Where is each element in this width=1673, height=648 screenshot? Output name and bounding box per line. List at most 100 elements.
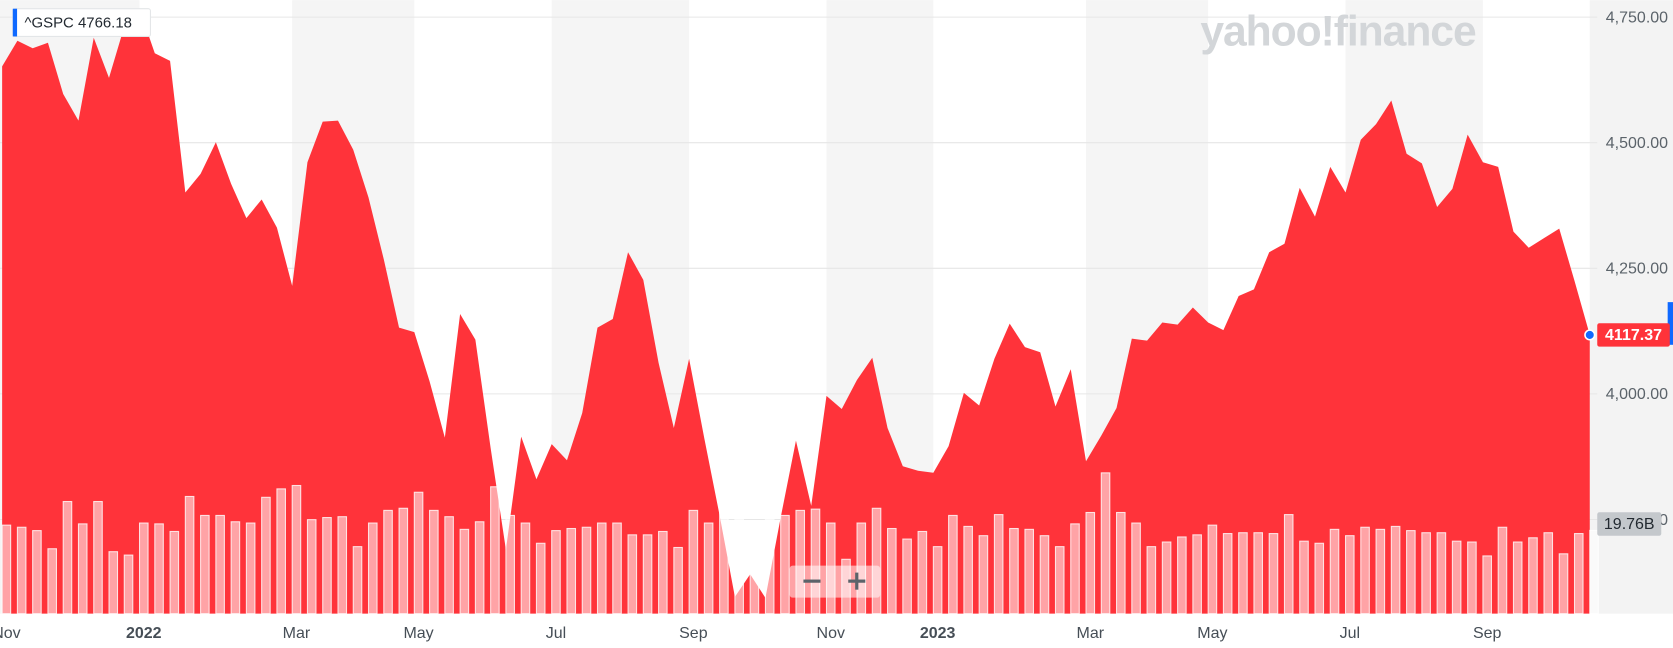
y-tick-label: 4,500.00 bbox=[1606, 135, 1668, 152]
volume-bar bbox=[1131, 522, 1141, 615]
y-tick-label: 4,000.00 bbox=[1606, 386, 1668, 403]
volume-bar bbox=[1451, 540, 1462, 615]
volume-bar bbox=[306, 519, 317, 615]
volume-bar bbox=[367, 522, 378, 615]
volume-bar bbox=[322, 517, 332, 615]
x-tick-label: Nov bbox=[817, 625, 845, 642]
volume-bar bbox=[1222, 533, 1233, 615]
volume-bar bbox=[1283, 514, 1294, 615]
volume-bar bbox=[673, 546, 683, 615]
volume-bar bbox=[1253, 532, 1263, 615]
volume-bar bbox=[1207, 524, 1218, 615]
volume-bar bbox=[1344, 535, 1355, 615]
volume-bar bbox=[1039, 535, 1050, 615]
volume-bar bbox=[261, 496, 271, 615]
tooltip-text: ^GSPC 4766.18 bbox=[25, 15, 132, 32]
volume-bar bbox=[1146, 546, 1157, 615]
volume-bar bbox=[1543, 532, 1554, 615]
x-tick-label: Nov bbox=[0, 625, 21, 642]
volume-bar bbox=[383, 509, 393, 615]
volume-bar bbox=[398, 507, 409, 615]
x-tick-label: 2023 bbox=[920, 625, 956, 642]
volume-bar bbox=[1512, 541, 1523, 615]
volume-bar bbox=[490, 486, 500, 615]
volume-bar bbox=[16, 526, 27, 615]
volume-bar bbox=[612, 522, 622, 615]
volume-label: 19.76B bbox=[1604, 516, 1655, 533]
volume-bar bbox=[1299, 540, 1309, 615]
volume-bar bbox=[505, 514, 515, 615]
tooltip-value: 4766.18 bbox=[78, 15, 132, 32]
y-tick-label: 4,250.00 bbox=[1606, 261, 1668, 278]
volume-bar bbox=[1497, 526, 1508, 615]
volume-bar bbox=[1100, 472, 1111, 615]
volume-bar bbox=[1558, 553, 1569, 615]
x-tick-label: Mar bbox=[1076, 625, 1104, 642]
volume-bar bbox=[291, 484, 302, 615]
volume-bar bbox=[810, 508, 821, 615]
volume-bar bbox=[429, 509, 439, 615]
volume-bar bbox=[917, 530, 928, 615]
volume-bar bbox=[32, 530, 42, 615]
y-tick-label: 4,750.00 bbox=[1606, 9, 1668, 26]
volume-bar bbox=[596, 522, 607, 615]
volume-bar bbox=[932, 546, 943, 615]
volume-bar bbox=[1314, 542, 1325, 615]
tooltip-symbol: ^GSPC bbox=[25, 15, 75, 32]
volume-bar bbox=[581, 526, 592, 615]
volume-bar bbox=[1177, 536, 1187, 615]
axis-band bbox=[1589, 0, 1673, 614]
volume-bar bbox=[215, 514, 225, 615]
price-label: 4117.37 bbox=[1605, 327, 1662, 344]
volume-bar bbox=[245, 522, 256, 615]
volume-bar bbox=[978, 535, 989, 615]
x-tick-label: Jul bbox=[1340, 625, 1360, 642]
edge-marker bbox=[1667, 302, 1673, 345]
volume-bar bbox=[337, 516, 348, 615]
volume-bar bbox=[1482, 555, 1492, 615]
x-tick-label: Mar bbox=[283, 625, 311, 642]
volume-bar bbox=[1360, 526, 1370, 615]
volume-bar bbox=[184, 495, 195, 615]
x-tick-label: Sep bbox=[679, 625, 708, 642]
volume-bar bbox=[1238, 532, 1248, 615]
volume-bar bbox=[276, 488, 286, 615]
x-tick-label: May bbox=[403, 625, 433, 642]
volume-bar bbox=[1070, 523, 1080, 615]
zoom-control bbox=[789, 565, 881, 598]
tooltip-accent bbox=[12, 8, 18, 37]
volume-bar bbox=[200, 514, 210, 615]
volume-bar bbox=[1467, 541, 1477, 615]
volume-bar bbox=[627, 534, 638, 615]
volume-bar bbox=[62, 500, 73, 615]
x-tick-label: Jul bbox=[546, 625, 566, 642]
volume-bar bbox=[642, 534, 653, 615]
x-tick-label: Sep bbox=[1473, 625, 1502, 642]
volume-bar bbox=[520, 522, 531, 615]
price-label-box bbox=[1597, 323, 1670, 347]
volume-bar bbox=[1192, 534, 1202, 615]
volume-bar bbox=[1085, 511, 1096, 615]
zoom-out[interactable] bbox=[803, 579, 821, 583]
volume-bar bbox=[1573, 533, 1584, 615]
zoom-box bbox=[789, 565, 881, 598]
volume-bar bbox=[352, 546, 363, 615]
volume-bar bbox=[963, 525, 973, 615]
volume-bar bbox=[138, 522, 149, 615]
volume-bar bbox=[566, 527, 577, 615]
volume-bar bbox=[459, 528, 470, 615]
volume-bar bbox=[1390, 525, 1401, 615]
volume-bar bbox=[658, 530, 668, 615]
zoom-in-v[interactable] bbox=[855, 572, 859, 590]
volume-bar bbox=[551, 530, 561, 615]
volume-bar bbox=[902, 538, 912, 615]
volume-bar bbox=[887, 527, 897, 615]
volume-bar bbox=[1421, 532, 1431, 615]
plot-layer bbox=[1, 9, 1599, 615]
volume-bar bbox=[1116, 511, 1126, 615]
volume-bar bbox=[444, 516, 454, 615]
x-tick-label: May bbox=[1197, 625, 1227, 642]
overlay-layer: yahoo!finance ^GSPC 4766.18 Nov 2022 Mar Ma… bbox=[0, 8, 1673, 642]
